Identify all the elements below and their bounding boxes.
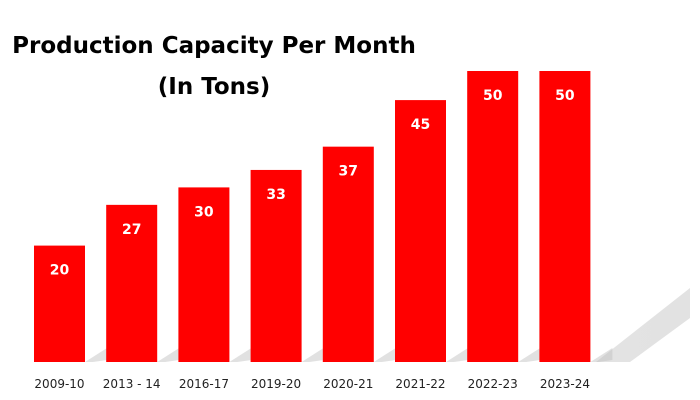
bar-value-label: 50 [483,88,503,104]
bar-2023-24 [539,71,591,362]
bar-shadow [85,348,107,362]
bar-2013-14 [106,204,158,362]
bar-shadow [590,348,613,362]
bar-shadows [85,348,613,362]
bar-2021-22 [395,100,446,362]
bar-value-label: 37 [339,164,358,180]
bar-value-label: 50 [555,88,575,104]
bar-value-label: 33 [266,187,285,203]
bar-shadow [446,348,468,362]
bar-2022-23 [467,71,519,362]
value-labels: 20 27 30 33 37 45 50 50 [50,88,575,279]
bar-shadow [229,348,252,362]
x-tick-labels: 2009-10 2013 - 14 2016-17 2019-20 2020-21 202… [34,377,590,391]
floor-shadow [60,288,690,362]
x-tick-label: 2022-23 [468,377,518,391]
bar-shadow [301,348,324,362]
bar-value-label: 27 [122,222,141,238]
x-tick-label: 2013 - 14 [103,377,161,391]
x-tick-label: 2009-10 [34,377,84,391]
bar-2020-21 [322,146,374,362]
bar-2019-20 [250,169,302,362]
x-tick-label: 2016-17 [179,377,229,391]
chart-title: Production Capacity Per Month [12,33,416,59]
bar-shadow [518,348,541,362]
bar-value-label: 45 [411,117,430,133]
x-tick-label: 2019-20 [251,377,301,391]
bar-value-label: 20 [50,263,70,279]
chart-subtitle: (In Tons) [158,74,270,100]
bar-shadow [373,348,396,362]
x-tick-label: 2021-22 [395,377,445,391]
x-tick-label: 2020-21 [323,377,373,391]
x-tick-label: 2023-24 [540,377,590,391]
bar-value-label: 30 [194,204,214,220]
bar-shadow [157,348,180,362]
bar-2016-17 [178,187,230,362]
bars [34,71,591,362]
bar-2009-10 [34,245,85,362]
